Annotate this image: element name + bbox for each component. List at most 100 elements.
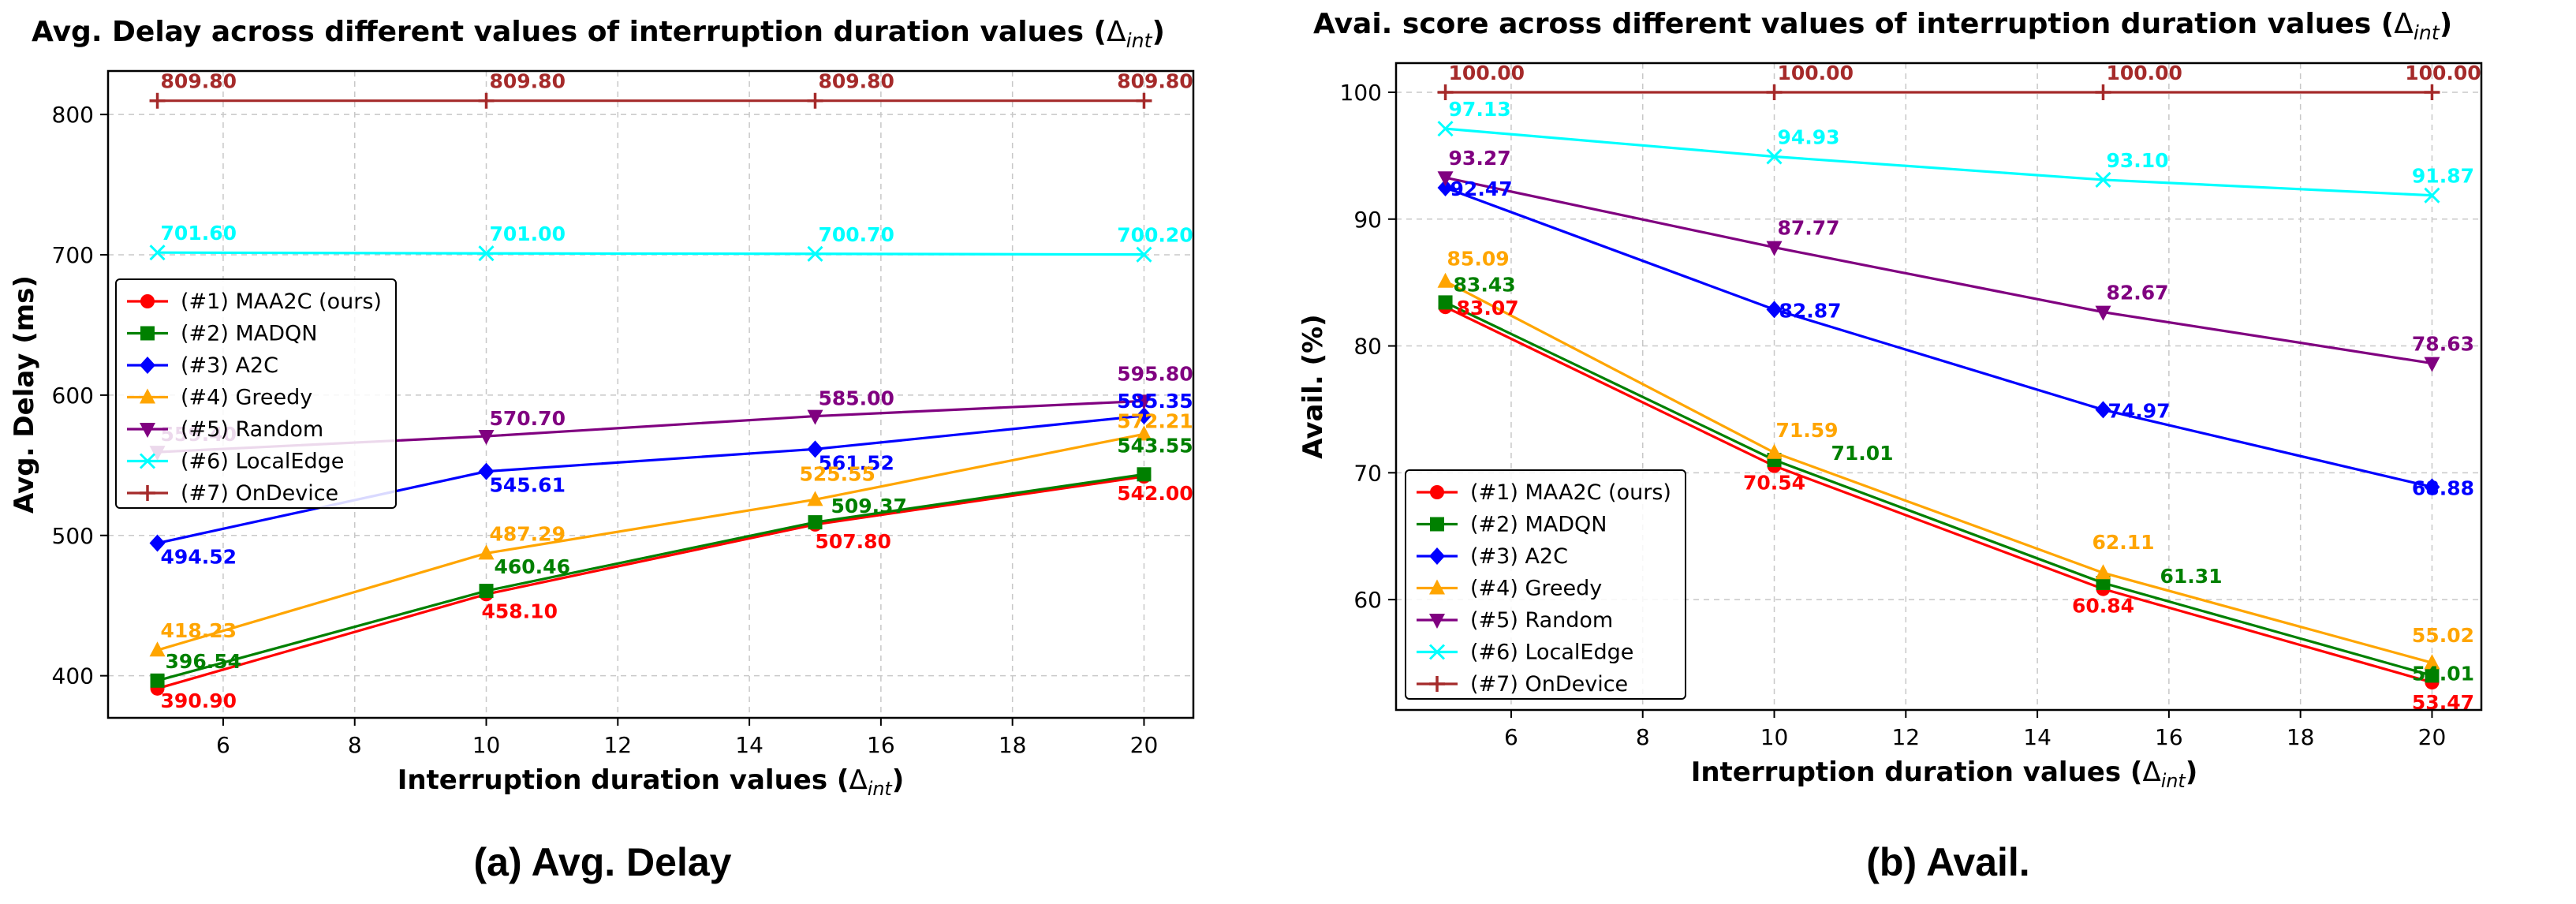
series-line xyxy=(1445,176,2432,365)
data-point xyxy=(2424,187,2440,204)
data-label: 100.00 xyxy=(2405,62,2481,84)
data-label: 83.07 xyxy=(1457,297,1519,319)
x-axis-label-subscript: int xyxy=(2161,770,2187,792)
data-point xyxy=(2424,654,2440,670)
y-tick-label: 500 xyxy=(52,523,94,549)
x-tick-label: 6 xyxy=(1504,724,1518,750)
y-tick-label: 60 xyxy=(1353,587,1382,613)
data-point xyxy=(149,245,166,261)
data-label: 100.00 xyxy=(2106,62,2182,84)
data-label: 458.10 xyxy=(482,600,558,622)
series-line xyxy=(157,473,1144,682)
legend-label: (#2) MADQN xyxy=(1470,513,1607,537)
data-point xyxy=(1137,467,1152,482)
legend-label: (#1) MAA2C (ours) xyxy=(181,290,382,314)
data-point xyxy=(478,245,495,262)
x-axis-label-text: Interruption duration values ( xyxy=(1691,756,2143,788)
data-label: 487.29 xyxy=(490,522,566,545)
legend-label: (#5) Random xyxy=(181,417,323,442)
data-label: 62.11 xyxy=(2092,531,2154,554)
data-label: 87.77 xyxy=(1778,217,1840,240)
y-axis-label: Avail. (%) xyxy=(1297,314,1329,458)
data-label: 390.90 xyxy=(161,689,237,712)
x-tick-label: 16 xyxy=(867,732,895,758)
series-line xyxy=(1444,305,2432,684)
data-point xyxy=(478,430,495,446)
legend-marker xyxy=(140,294,155,308)
data-label: 93.10 xyxy=(2106,149,2168,172)
data-point xyxy=(478,92,495,109)
legend-marker xyxy=(140,326,155,341)
data-label: 460.46 xyxy=(495,555,570,578)
data-point xyxy=(808,515,823,530)
y-tick-label: 90 xyxy=(1353,207,1382,233)
legend-marker xyxy=(140,485,155,501)
data-point xyxy=(807,245,823,262)
data-label: 418.23 xyxy=(161,619,237,642)
legend-item: (#2) MADQN xyxy=(127,322,317,346)
series-3 xyxy=(1437,179,2440,496)
y-tick-label: 800 xyxy=(52,102,94,128)
data-label: 91.87 xyxy=(2412,165,2474,188)
data-label: 545.61 xyxy=(490,474,566,497)
legend-item: (#1) MAA2C (ours) xyxy=(1417,480,1671,505)
data-point xyxy=(149,534,166,552)
chart-title-symbol: Δ xyxy=(2394,8,2414,40)
data-label: 100.00 xyxy=(1778,62,1854,84)
y-tick-label: 70 xyxy=(1353,460,1382,486)
data-point xyxy=(1136,394,1152,410)
legend-item: (#6) LocalEdge xyxy=(127,450,344,474)
data-point xyxy=(1766,148,1783,165)
data-label: 561.52 xyxy=(818,451,894,474)
legend-marker xyxy=(139,453,156,469)
data-point xyxy=(1437,84,1454,100)
data-label: 68.88 xyxy=(2412,476,2474,499)
chart-title-text: Avg. Delay across different values of in… xyxy=(32,16,1107,48)
series-line xyxy=(1444,280,2432,664)
data-point xyxy=(2425,668,2440,683)
data-label: 92.47 xyxy=(1450,177,1513,200)
x-tick-label: 10 xyxy=(472,732,501,758)
legend-marker xyxy=(140,423,155,438)
legend-marker xyxy=(1429,676,1445,692)
data-point xyxy=(1438,295,1453,310)
legend-item: (#4) Greedy xyxy=(127,386,312,410)
x-tick-label: 18 xyxy=(999,732,1027,758)
data-label: 70.54 xyxy=(1743,472,1805,495)
data-point xyxy=(1766,241,1783,256)
legend-item: (#2) MADQN xyxy=(1417,513,1607,537)
data-point xyxy=(2095,305,2111,321)
data-point xyxy=(1437,272,1454,288)
x-axis-label-subscript: int xyxy=(868,778,894,800)
data-point xyxy=(149,641,166,657)
chart-title-text: Avai. score across different values of i… xyxy=(1313,8,2394,40)
y-tick-label: 600 xyxy=(52,383,94,409)
legend-marker xyxy=(1429,614,1445,629)
x-tick-label: 20 xyxy=(1130,732,1159,758)
data-label: 61.31 xyxy=(2160,565,2222,588)
data-label: 809.80 xyxy=(490,70,566,93)
legend-item: (#5) Random xyxy=(1417,608,1613,633)
data-point xyxy=(2095,401,2111,419)
x-tick-label: 14 xyxy=(735,732,763,758)
data-point xyxy=(479,584,494,599)
x-tick-label: 10 xyxy=(1760,724,1789,750)
series-7 xyxy=(149,92,1152,109)
chart-title: Avg. Delay across different values of in… xyxy=(32,16,1165,52)
data-point xyxy=(2424,84,2440,100)
data-label: 543.55 xyxy=(1117,434,1193,457)
x-axis-label-text: Interruption duration values ( xyxy=(398,764,849,796)
legend-item: (#5) Random xyxy=(127,417,323,442)
data-label: 60.84 xyxy=(2072,595,2134,618)
legend-item: (#3) A2C xyxy=(1417,544,1568,569)
x-axis-label-symbol: Δ xyxy=(849,764,867,796)
series-4 xyxy=(1437,272,2440,670)
legend-item: (#4) Greedy xyxy=(1417,577,1602,601)
x-axis-label-close: ) xyxy=(892,764,905,796)
data-label: 74.97 xyxy=(2107,399,2170,422)
legend-item: (#3) A2C xyxy=(127,353,278,378)
series-6 xyxy=(149,245,1152,263)
x-axis-label: Interruption duration values (Δint) xyxy=(398,764,905,800)
figure-caption: (a) Avg. Delay xyxy=(474,840,732,884)
data-point xyxy=(2095,171,2111,188)
